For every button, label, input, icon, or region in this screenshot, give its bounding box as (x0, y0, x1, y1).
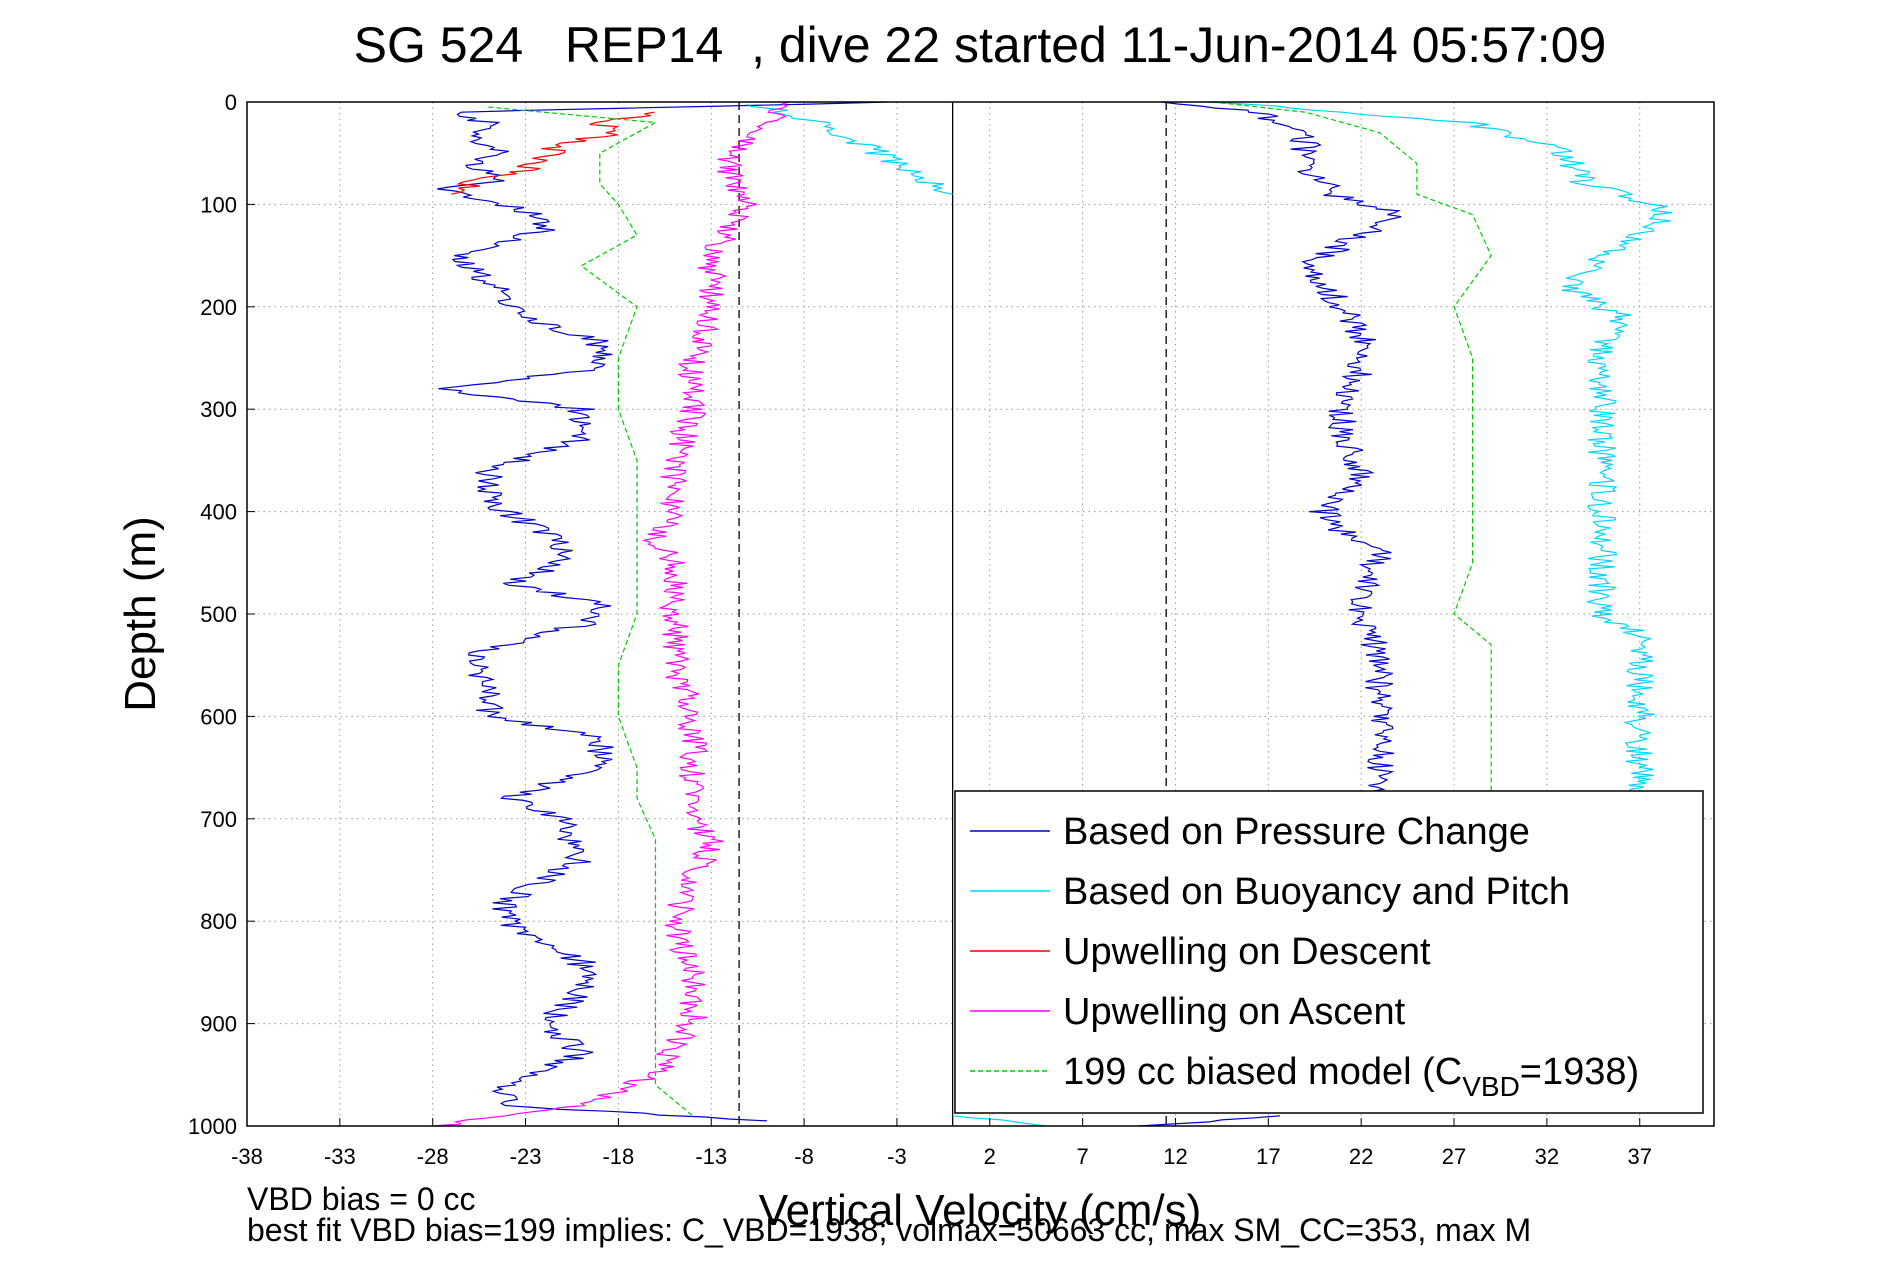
x-tick-label: 22 (1349, 1144, 1373, 1169)
y-tick-labels: 0 100 200 300 400 500 600 700 800 900 1000 (188, 90, 255, 1139)
series-group (432, 101, 1673, 1127)
y-tick-label: 200 (200, 295, 237, 320)
legend-label-based-on-buoyancy-and-pitch: Based on Buoyancy and Pitch (1063, 871, 1570, 913)
y-tick-label: 0 (225, 90, 237, 115)
y-tick-label: 1000 (188, 1114, 237, 1139)
y-tick-label: 300 (200, 397, 237, 422)
series-line-199-cc-biased-model (1212, 101, 1492, 794)
reference-lines (738, 102, 1167, 1126)
series-line-based-on-pressure-change (1161, 101, 1402, 794)
x-tick-label: 7 (1077, 1144, 1089, 1169)
y-tick-label: 100 (200, 192, 237, 217)
x-tick-label: 17 (1256, 1144, 1280, 1169)
x-tick-label: -38 (231, 1144, 263, 1169)
x-tick-label: -13 (695, 1144, 727, 1169)
x-tick-label: -23 (510, 1144, 542, 1169)
legend: Based on Pressure Change Based on Buoyanc… (954, 790, 1704, 1114)
series-line-based-on-buoyancy-and-pitch (747, 103, 953, 195)
x-tick-label: -18 (602, 1144, 634, 1169)
series-line-upwelling-on-descent (451, 111, 655, 195)
y-tick-label: 400 (200, 500, 237, 525)
y-axis-label: Depth (m) (116, 516, 165, 712)
x-tick-label: 2 (984, 1144, 996, 1169)
x-tick-labels: -38 -33 -28 -23 -18 -13 -8 -3 2 7 12 17 22 27 32 37 (231, 1118, 1652, 1169)
legend-box (954, 790, 1704, 1114)
x-tick-label: -3 (887, 1144, 907, 1169)
chart-title: SG 524 REP14 , dive 22 started 11-Jun-20… (354, 17, 1607, 73)
x-axis-label: Vertical Velocity (cm/s) (759, 1186, 1202, 1235)
best-fit-note: best fit VBD bias=199 implies: C_VBD=193… (247, 1212, 1532, 1248)
x-tick-label: -28 (417, 1144, 449, 1169)
x-tick-label: 32 (1535, 1144, 1559, 1169)
series-line-upwelling-on-ascent (432, 101, 790, 1127)
x-tick-label: -8 (794, 1144, 814, 1169)
y-tick-label: 700 (200, 807, 237, 832)
x-tick-label: 37 (1627, 1144, 1651, 1169)
series-line-based-on-pressure-change (1138, 1115, 1281, 1127)
x-tick-label: 27 (1442, 1144, 1466, 1169)
legend-label-upwelling-on-ascent: Upwelling on Ascent (1063, 991, 1406, 1033)
series-line-based-on-buoyancy-and-pitch (1205, 101, 1673, 794)
x-tick-label: 12 (1163, 1144, 1187, 1169)
y-tick-label: 900 (200, 1012, 237, 1037)
vbd-bias-note: VBD bias = 0 cc (247, 1181, 476, 1217)
series-line-based-on-buoyancy-and-pitch (952, 1115, 1046, 1127)
y-tick-label: 800 (200, 909, 237, 934)
legend-label-upwelling-on-descent: Upwelling on Descent (1063, 931, 1431, 973)
y-tick-label: 500 (200, 602, 237, 627)
series-line-based-on-pressure-change (437, 101, 888, 1122)
legend-label-based-on-pressure-change: Based on Pressure Change (1063, 811, 1530, 853)
x-tick-label: -33 (324, 1144, 356, 1169)
series-line-199-cc-biased-model (488, 106, 694, 1117)
y-tick-label: 600 (200, 704, 237, 729)
